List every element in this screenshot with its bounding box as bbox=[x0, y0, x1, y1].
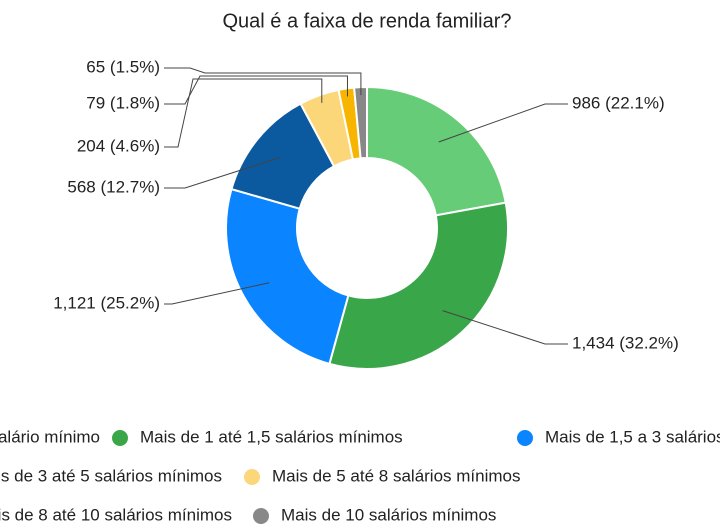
legend-marker bbox=[244, 469, 260, 485]
legend-label: Até 1 salário mínimo bbox=[0, 427, 100, 446]
data-label: 1,434 (32.2%) bbox=[572, 333, 679, 352]
data-label: 1,121 (25.2%) bbox=[53, 293, 160, 312]
legend-marker bbox=[112, 430, 128, 446]
legend-label: Mais de 3 até 5 salários mínimos bbox=[0, 466, 222, 485]
leader-line bbox=[164, 157, 281, 189]
data-label: 79 (1.8%) bbox=[86, 93, 160, 112]
legend-label: Mais de 8 até 10 salários mínimos bbox=[0, 505, 232, 524]
legend-label: Mais de 10 salários mínimos bbox=[281, 505, 496, 524]
leader-line bbox=[164, 282, 270, 305]
data-label: 204 (4.6%) bbox=[77, 136, 160, 155]
leader-line bbox=[442, 310, 568, 345]
legend-label: Mais de 1,5 a 3 salários mínimos bbox=[545, 427, 720, 446]
legend-label: Mais de 1 até 1,5 salários mínimos bbox=[140, 427, 403, 446]
data-label: 568 (12.7%) bbox=[67, 177, 160, 196]
chart-title: Qual é a faixa de renda familiar? bbox=[222, 10, 511, 32]
donut-slice bbox=[328, 201, 509, 370]
data-label: 65 (1.5%) bbox=[86, 57, 160, 76]
leader-line bbox=[164, 67, 362, 96]
donut-slice bbox=[225, 187, 350, 366]
legend-marker bbox=[517, 430, 533, 446]
legend-marker bbox=[253, 508, 269, 524]
data-label: 986 (22.1%) bbox=[572, 93, 665, 112]
leader-line bbox=[438, 103, 568, 143]
donut-slice bbox=[366, 85, 507, 217]
leader-line bbox=[164, 75, 348, 105]
legend-label: Mais de 5 até 8 salários mínimos bbox=[272, 466, 521, 485]
donut-slice bbox=[353, 85, 368, 160]
leader-line bbox=[164, 78, 323, 148]
